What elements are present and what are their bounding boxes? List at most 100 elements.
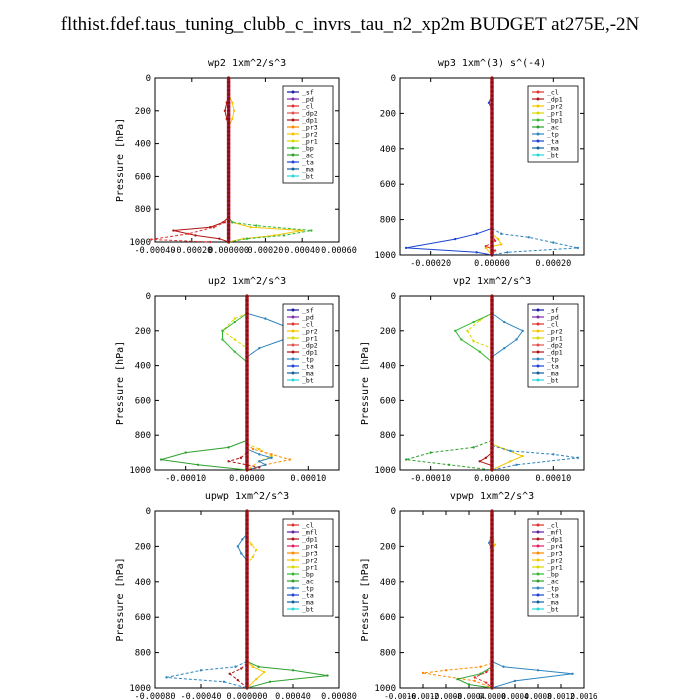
legend-marker: [291, 593, 295, 597]
series-point: [241, 538, 244, 541]
series-point: [240, 552, 243, 555]
legend-label: _dp1: [547, 536, 563, 544]
zero-profile-point: [490, 403, 494, 407]
series-point: [263, 670, 266, 674]
series-point: [255, 224, 258, 227]
x-tick-label: -0.00010: [165, 474, 206, 484]
series-point: [270, 454, 273, 458]
chart-title: upwp 1xm^2/s^3: [205, 491, 289, 502]
legend-label: _ta: [547, 592, 559, 600]
zero-profile-point: [245, 320, 249, 324]
series-point: [444, 669, 448, 672]
zero-profile-point: [245, 602, 249, 606]
zero-profile-point: [490, 518, 494, 522]
series-point: [172, 229, 175, 232]
x-tick-label: 0.00000: [474, 259, 510, 269]
zero-profile-point: [490, 681, 494, 686]
zero-profile-point: [490, 540, 494, 544]
series-line-tp: [166, 661, 248, 689]
series-point: [228, 672, 231, 676]
legend-label: _sf: [302, 89, 314, 97]
chart-title: vpwp 1xm^2/s^3: [450, 491, 534, 502]
zero-profile-point: [245, 324, 249, 329]
series-point: [484, 246, 488, 250]
zero-profile-point: [245, 442, 249, 446]
zero-profile-point: [227, 133, 231, 137]
zero-profile-point: [245, 407, 249, 411]
y-tick-label: 400: [380, 578, 396, 588]
legend-label: _tp: [547, 131, 559, 139]
chart-panel-5: upwp 1xm^2/s^3 Pressure [hPa] 0 200 400 600 80…: [115, 491, 357, 700]
series-line-dp1: [228, 452, 260, 471]
zero-profile-point: [490, 624, 494, 628]
zero-profile-point: [245, 611, 249, 615]
zero-profile-point: [490, 80, 494, 85]
zero-profile-point: [227, 215, 231, 219]
zero-profile-point: [245, 311, 249, 315]
y-axis-label: Pressure [hPa]: [115, 557, 126, 641]
chart-panel-2: wp3 1xm^(3) s^(-4) 0 200 400 600 800 1000 -0.00…: [374, 58, 585, 269]
series-point: [227, 446, 230, 449]
y-tick-label: 0: [391, 74, 396, 84]
legend-marker: [536, 523, 540, 527]
zero-profile-point: [227, 199, 231, 203]
legend-label: _pr3: [547, 550, 563, 558]
y-tick-label: 600: [135, 396, 151, 406]
zero-profile-point: [245, 593, 249, 597]
legend-marker: [536, 600, 540, 604]
zero-profile-point: [227, 92, 231, 96]
zero-profile-point: [245, 303, 249, 307]
series-point: [571, 672, 574, 676]
chart-panel-1: wp2 1xm^2/s^3 Pressure [hPa] 0 200 400 600 800…: [115, 58, 357, 256]
zero-profile-point: [490, 98, 494, 102]
legend-label: _dp1: [547, 349, 563, 357]
y-tick-label: 1000: [129, 466, 151, 476]
zero-profile-point: [227, 166, 231, 170]
series-point: [536, 669, 540, 672]
legend-marker: [291, 600, 295, 604]
y-axis-label: Pressure [hPa]: [115, 341, 126, 425]
series-point: [258, 453, 261, 456]
zero-profile-point: [490, 646, 494, 650]
zero-profile-point: [245, 646, 249, 650]
zero-profile-point: [227, 137, 231, 142]
legend-marker: [291, 174, 295, 178]
zero-profile-point: [490, 433, 494, 437]
series-line-dp1: [173, 94, 230, 243]
zero-profile-point: [490, 129, 494, 133]
legend-marker: [291, 530, 295, 534]
zero-profile-point: [490, 147, 494, 151]
zero-profile-point: [490, 677, 494, 681]
zero-profile-point: [490, 355, 494, 359]
y-tick-label: 0: [146, 292, 151, 302]
series-point: [473, 679, 476, 683]
series-line-bp: [222, 312, 248, 363]
series-point: [479, 672, 482, 676]
legend-label: _ac: [302, 578, 314, 586]
legend-label: _dp2: [302, 342, 318, 350]
zero-profile-point: [490, 527, 494, 531]
zero-profile-point: [227, 146, 231, 150]
legend-label: _dp2: [547, 342, 563, 350]
legend-label: _pr2: [547, 103, 563, 111]
zero-profile-point: [245, 553, 249, 557]
series-point: [288, 458, 292, 461]
zero-profile-point: [245, 562, 249, 566]
series-point: [515, 463, 518, 466]
zero-profile-point: [490, 346, 494, 350]
zero-profile-point: [490, 94, 494, 98]
series-point: [231, 101, 234, 104]
zero-profile-point: [490, 664, 494, 668]
zero-profile-point: [245, 637, 249, 641]
zero-profile-point: [490, 359, 494, 363]
legend-label: _cl: [302, 522, 314, 530]
legend-marker: [536, 146, 540, 150]
series-point: [223, 109, 227, 113]
legend-label: _pr2: [302, 557, 318, 565]
zero-profile-point: [490, 584, 494, 588]
zero-profile-point: [227, 240, 231, 244]
zero-profile-point: [245, 355, 249, 359]
zero-profile-point: [490, 337, 494, 342]
legend-label: _ac: [547, 124, 559, 132]
y-tick-label: 400: [135, 140, 151, 150]
